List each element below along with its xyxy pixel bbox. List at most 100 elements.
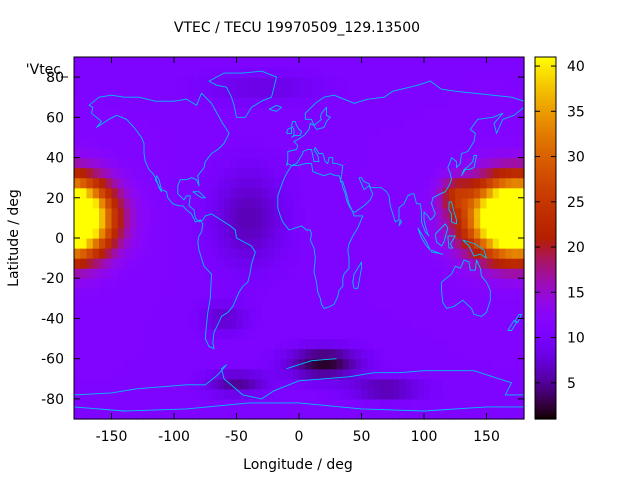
colorbar-strip [535, 282, 556, 285]
heatmap-cell [492, 157, 500, 169]
colorbar-strip [535, 167, 556, 171]
heatmap-cell [511, 197, 519, 209]
heatmap-cell [249, 97, 256, 108]
heatmap-cell [349, 157, 356, 169]
heatmap-cell [386, 248, 394, 259]
heatmap-cell [286, 268, 294, 279]
heatmap-cell [492, 87, 500, 98]
heatmap-cell [136, 177, 144, 189]
colorbar-strip [535, 195, 556, 199]
heatmap-cell [317, 97, 325, 108]
heatmap-cell [324, 368, 331, 380]
heatmap-cell [374, 348, 381, 360]
heatmap-cell [242, 288, 250, 299]
heatmap-cell [142, 258, 150, 269]
heatmap-cell [211, 388, 219, 400]
heatmap-cell [499, 217, 506, 229]
heatmap-cell [342, 107, 350, 118]
heatmap-cell [180, 167, 188, 179]
heatmap-cell [299, 318, 306, 330]
heatmap-cell [461, 388, 469, 400]
heatmap-cell [292, 388, 300, 400]
heatmap-cell [105, 167, 113, 179]
heatmap-cell [517, 77, 525, 88]
heatmap-cell [155, 197, 163, 209]
colorbar-strip [535, 322, 556, 326]
heatmap-cell [80, 328, 88, 340]
heatmap-cell [267, 207, 275, 219]
heatmap-cell [349, 217, 356, 229]
heatmap-cell [411, 197, 419, 209]
heatmap-cell [380, 258, 388, 269]
heatmap-cell [149, 117, 156, 128]
heatmap-cell [124, 238, 131, 249]
heatmap-cell [436, 288, 444, 299]
heatmap-cell [274, 338, 281, 350]
heatmap-cell [480, 117, 488, 128]
colorbar-strip [535, 386, 556, 390]
heatmap-cell [174, 318, 181, 330]
heatmap-cell [124, 137, 131, 149]
heatmap-cell [230, 278, 238, 289]
heatmap-cell [186, 348, 194, 360]
heatmap-cell [442, 167, 450, 179]
colorbar-strip [535, 252, 556, 255]
heatmap-cell [449, 368, 456, 380]
heatmap-cell [230, 217, 238, 229]
heatmap-cell [499, 398, 506, 410]
heatmap-cell [199, 238, 206, 249]
heatmap-cell [430, 328, 438, 340]
heatmap-cell [111, 308, 119, 320]
heatmap-cell [430, 167, 438, 179]
heatmap-cell [249, 57, 256, 68]
heatmap-cell [117, 207, 125, 219]
heatmap-cell [374, 268, 381, 279]
colorbar-strip [535, 87, 556, 90]
heatmap-cell [424, 388, 431, 400]
heatmap-cell [192, 207, 200, 219]
heatmap-cell [99, 67, 106, 78]
colorbar-strip [535, 286, 556, 289]
heatmap-cell [192, 338, 200, 350]
heatmap-cell [305, 87, 313, 98]
colorbar-strip [535, 378, 556, 382]
heatmap-cell [430, 137, 438, 149]
heatmap-cell [199, 147, 206, 159]
heatmap-cell [180, 348, 188, 360]
heatmap-cell [492, 268, 500, 279]
colorbar-strip [535, 181, 556, 185]
heatmap-cell [417, 348, 425, 360]
heatmap-cell [205, 197, 213, 209]
heatmap-cell [274, 167, 281, 179]
heatmap-cell [280, 227, 288, 239]
heatmap-cell [117, 137, 125, 149]
heatmap-cell [192, 157, 200, 169]
heatmap-cell [474, 358, 481, 370]
heatmap-cell [111, 157, 119, 169]
heatmap-cell [211, 87, 219, 98]
heatmap-cell [224, 258, 231, 269]
heatmap-cell [455, 197, 463, 209]
heatmap-cell [474, 268, 481, 279]
heatmap-cell [261, 248, 269, 259]
heatmap-cell [86, 157, 94, 169]
heatmap-cell [136, 308, 144, 320]
heatmap-cell [205, 358, 213, 370]
colorbar-strip [535, 131, 556, 135]
heatmap-cell [292, 308, 300, 320]
heatmap-cell [342, 238, 350, 249]
heatmap-cell [80, 288, 88, 299]
heatmap-cell [317, 137, 325, 149]
heatmap-cell [349, 227, 356, 239]
heatmap-cell [480, 157, 488, 169]
heatmap-cell [411, 207, 419, 219]
heatmap-cell [167, 238, 175, 249]
heatmap-cell [74, 197, 81, 209]
heatmap-cell [405, 77, 413, 88]
heatmap-cell [136, 288, 144, 299]
heatmap-cell [355, 378, 363, 390]
heatmap-cell [217, 117, 225, 128]
heatmap-cell [174, 308, 181, 320]
heatmap-cell [330, 368, 338, 380]
heatmap-cell [186, 268, 194, 279]
